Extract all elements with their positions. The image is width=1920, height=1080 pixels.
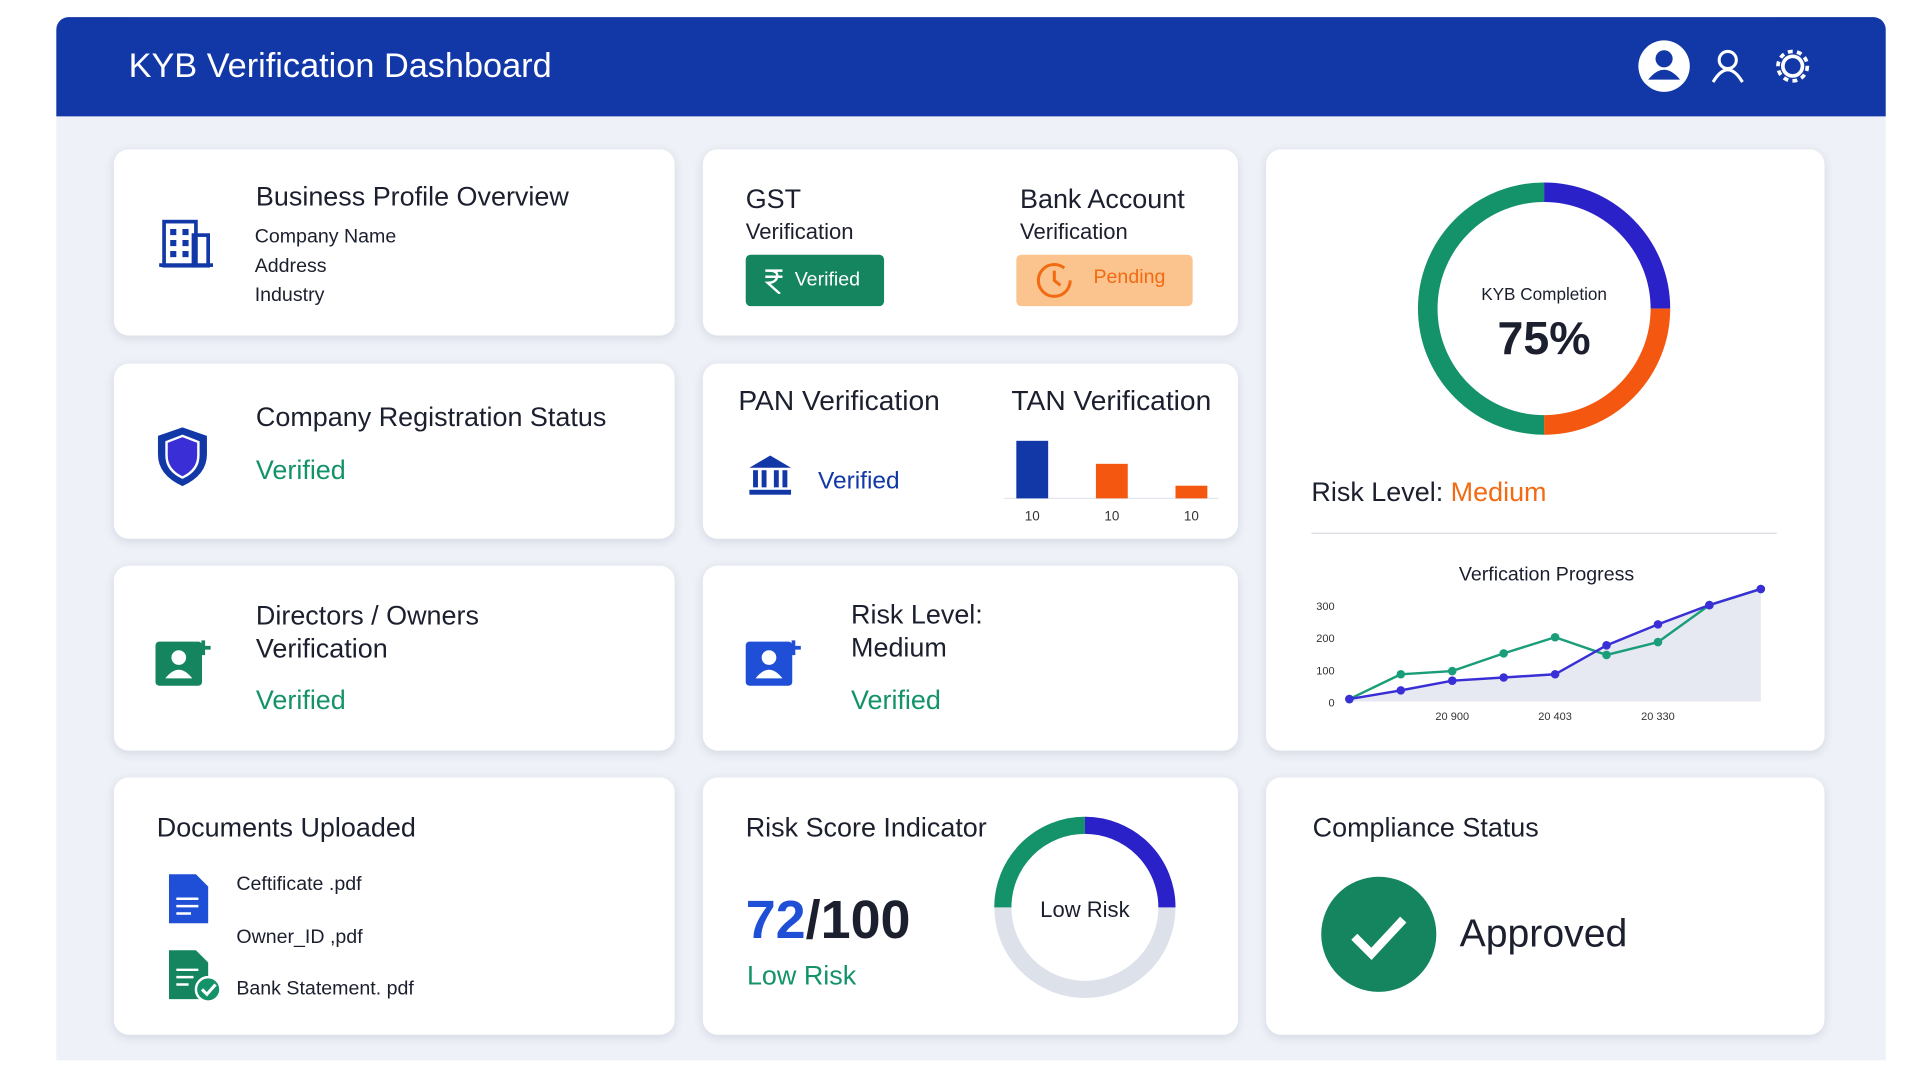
status-text: Verified: [255, 684, 346, 716]
card-title: Bank Account: [1020, 183, 1185, 215]
series-point: [1396, 686, 1406, 695]
card-title: Company Registration Status: [255, 401, 607, 433]
x-tick-label: 20 403: [1538, 711, 1572, 723]
card-title: Risk Level:: [851, 598, 983, 630]
series-point: [1550, 632, 1560, 642]
status-badge: [745, 254, 885, 307]
series-point: [1756, 584, 1766, 594]
field-label: Industry: [254, 285, 325, 307]
risk-label: Risk Level: Medium: [1311, 476, 1547, 507]
divider: [1311, 532, 1777, 534]
user-icon[interactable]: [1711, 49, 1744, 83]
document-icons: [168, 874, 222, 1003]
building-icon: [159, 219, 214, 268]
status-text: Verified: [255, 454, 346, 485]
person-add-icon: [155, 640, 211, 686]
status-text: Verified: [851, 684, 941, 716]
risk-level: Medium: [851, 631, 947, 663]
status-badge: [1016, 254, 1193, 307]
bank-icon: [749, 455, 792, 495]
y-tick-label: 100: [1316, 665, 1334, 677]
settings-icon[interactable]: [1776, 49, 1810, 83]
shield-icon: [157, 427, 207, 487]
status-text: Verified: [794, 269, 861, 291]
y-tick-label: 300: [1316, 601, 1334, 613]
file-name[interactable]: Bank Statement. pdf: [236, 978, 414, 1000]
series-point: [1653, 620, 1663, 629]
x-tick-label: 10: [1025, 508, 1040, 523]
series-point: [1705, 600, 1714, 610]
progress-chart: 0 100 200 300 20 900 20 403 20 330: [1316, 584, 1766, 723]
pan-tan-card: [702, 363, 1238, 539]
status-text: Verified: [817, 467, 900, 495]
ring-value: 75%: [1497, 313, 1591, 365]
series-point: [1345, 694, 1354, 704]
card-title: Risk Score Indicator: [745, 811, 987, 843]
risk-label: Low Risk: [746, 960, 857, 991]
risk-gauge: [994, 816, 1176, 998]
series-point: [1447, 666, 1457, 676]
tan-chart: 10 10 10: [1004, 440, 1219, 523]
y-tick-label: 0: [1329, 698, 1335, 710]
ring-label: KYB Completion: [1481, 284, 1607, 304]
card-title: Documents Uploaded: [156, 811, 416, 843]
score-max: /100: [805, 890, 911, 951]
card-title: Compliance Status: [1312, 811, 1539, 843]
y-tick-label: 200: [1316, 633, 1334, 645]
gauge-label: Low Risk: [1040, 897, 1130, 923]
series-point: [1499, 673, 1508, 682]
series-point: [1447, 676, 1457, 685]
risk-value: Medium: [1450, 476, 1547, 507]
card-title: GST: [745, 183, 802, 215]
series-point: [1396, 669, 1406, 679]
rupee-icon: [764, 269, 783, 294]
card-subtitle: Verification: [745, 219, 854, 244]
completion-ring: [1418, 182, 1671, 435]
bar: [1095, 463, 1128, 499]
header-title: KYB Verification Dashboard: [128, 46, 552, 85]
series-point: [1602, 641, 1611, 650]
card-title: Business Profile Overview: [255, 181, 569, 212]
file-name[interactable]: Ceftificate .pdf: [236, 874, 362, 896]
score-value: 72: [745, 890, 806, 951]
status-text: Pending: [1093, 266, 1166, 288]
card-title: PAN Verification: [738, 384, 940, 417]
series-point: [1602, 650, 1611, 660]
risk-score-card: [702, 777, 1238, 1035]
approved-icon: [1321, 876, 1437, 992]
profile-icon[interactable]: [1638, 40, 1690, 92]
card-subtitle: Verification: [1020, 219, 1128, 244]
series-point: [1499, 649, 1508, 658]
risk-label-text: Risk Level:: [1311, 476, 1444, 507]
directors-card: [113, 565, 675, 751]
x-tick-label: 10: [1184, 508, 1199, 523]
series-point: [1653, 637, 1663, 647]
score: 72/100: [746, 893, 911, 948]
x-tick-label: 20 900: [1435, 711, 1469, 723]
clock-icon: [1036, 262, 1072, 298]
x-tick-label: 10: [1104, 508, 1119, 523]
status-text: Approved: [1459, 911, 1628, 956]
chart-title: TAN Verification: [1011, 384, 1212, 417]
card-subtitle: Verification: [255, 633, 388, 664]
field-label: Company Name: [254, 226, 397, 248]
chart-title: Verfication Progress: [1458, 564, 1635, 586]
registration-card: [113, 363, 675, 539]
bar: [1016, 440, 1049, 499]
person-add-icon: [745, 640, 801, 686]
bar: [1175, 485, 1208, 499]
card-title: Directors / Owners: [255, 600, 479, 631]
header: [56, 17, 1886, 117]
field-label: Address: [254, 255, 327, 277]
x-tick-label: 20 330: [1641, 711, 1675, 723]
header-icons: [1638, 40, 1810, 92]
area: [1349, 588, 1761, 702]
series-point: [1550, 669, 1560, 679]
file-name[interactable]: Owner_ID ,pdf: [236, 926, 363, 948]
